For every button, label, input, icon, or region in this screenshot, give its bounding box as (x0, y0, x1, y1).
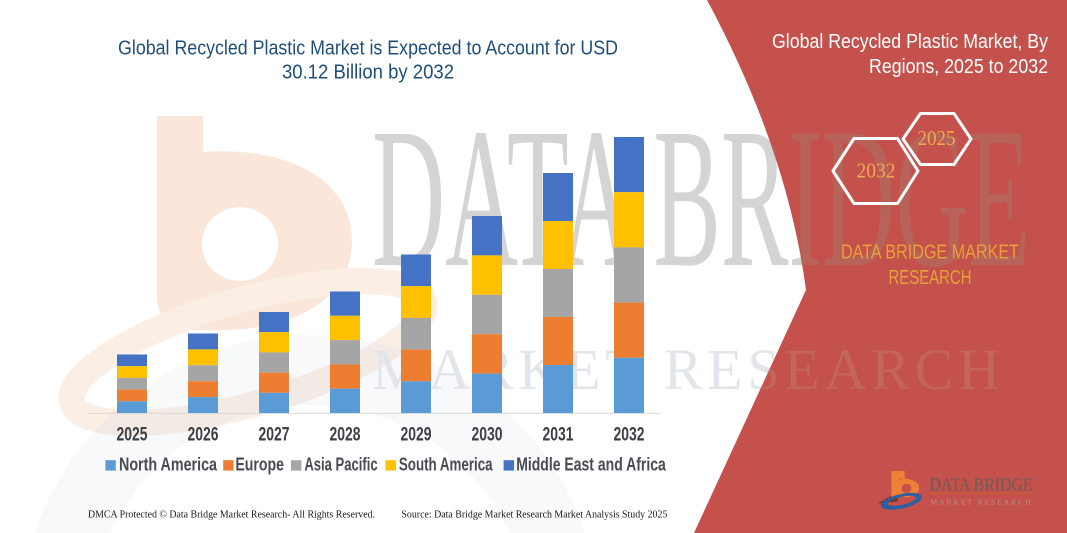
svg-text:Asia Pacific: Asia Pacific (304, 454, 377, 474)
svg-text:Regions, 2025 to 2032: Regions, 2025 to 2032 (869, 56, 1048, 78)
svg-text:RESEARCH: RESEARCH (889, 267, 972, 289)
svg-text:DATA BRIDGE: DATA BRIDGE (930, 474, 1033, 494)
svg-text:2025: 2025 (117, 424, 148, 446)
svg-text:2032: 2032 (857, 159, 896, 183)
svg-text:DATA BRIDGE MARKET: DATA BRIDGE MARKET (841, 242, 1019, 264)
svg-text:2031: 2031 (543, 424, 574, 446)
svg-text:2026: 2026 (188, 424, 219, 446)
svg-text:2025: 2025 (918, 126, 956, 150)
svg-text:2032: 2032 (614, 424, 645, 446)
svg-text:DMCA Protected © Data Bridge M: DMCA Protected © Data Bridge Market Rese… (88, 510, 375, 521)
svg-text:Global Recycled Plastic Market: Global Recycled Plastic Market, By (772, 31, 1048, 53)
svg-text:MARKET RESEARCH: MARKET RESEARCH (931, 497, 1032, 506)
svg-text:Source: Data Bridge Market Res: Source: Data Bridge Market Research Mark… (401, 510, 667, 521)
svg-text:2028: 2028 (330, 424, 361, 446)
svg-text:North America: North America (119, 454, 218, 474)
svg-text:2029: 2029 (401, 424, 432, 446)
svg-text:30.12 Billion by 2032: 30.12 Billion by 2032 (282, 62, 454, 84)
svg-text:2030: 2030 (472, 424, 503, 446)
svg-text:Europe: Europe (235, 454, 284, 474)
svg-text:South America: South America (399, 454, 493, 474)
svg-text:2027: 2027 (259, 424, 290, 446)
svg-text:Middle East and Africa: Middle East and Africa (516, 454, 666, 474)
svg-text:Global Recycled Plastic Market: Global Recycled Plastic Market is Expect… (118, 38, 618, 60)
